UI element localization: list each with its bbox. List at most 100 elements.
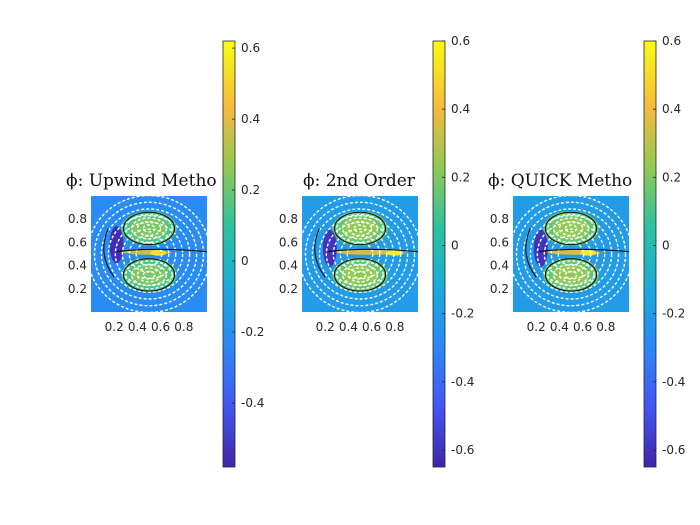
streamline xyxy=(522,208,620,300)
vortex-core xyxy=(341,263,379,286)
streamline xyxy=(346,241,374,267)
panel-2: ϕ: 2nd Order 0.2 0.4 0.6 0.8 0.2 0.4 0.6 0.8 0.6 0… xyxy=(279,34,474,468)
colorbar xyxy=(643,40,657,468)
colorbar-tick-label: -0.6 xyxy=(451,443,474,457)
contour-line xyxy=(525,228,537,278)
streamline xyxy=(304,201,416,307)
streamline xyxy=(547,260,595,290)
streamline xyxy=(353,224,367,233)
colorbar-tick-label: -0.2 xyxy=(662,307,685,321)
y-tick-label: 0.2 xyxy=(279,282,298,296)
contour-line xyxy=(122,211,176,246)
streamline xyxy=(136,220,162,237)
y-tick-label: 0.6 xyxy=(68,235,87,249)
colorbar-tick-label: 0.6 xyxy=(662,34,681,48)
colorbar-tick-label: 0.2 xyxy=(662,170,681,184)
colorbar-tick-label: 0.4 xyxy=(662,102,681,116)
streamline xyxy=(125,213,173,244)
x-tick-label: 0.4 xyxy=(339,320,358,334)
contour-line xyxy=(333,258,387,292)
x-tick-label: 0.8 xyxy=(385,320,404,334)
streamline xyxy=(347,267,373,283)
streamline xyxy=(142,270,156,280)
heatmap-field xyxy=(302,196,418,312)
streamline xyxy=(558,267,584,283)
y-tick-label: 0.8 xyxy=(68,212,87,226)
streamline xyxy=(550,235,592,273)
panel-3: ϕ: QUICK Metho 0.2 0.4 0.6 0.8 0.2 0.4 0.6 0.8 0.… xyxy=(488,34,685,468)
vortex-core xyxy=(552,263,590,286)
x-tick-label: 0.2 xyxy=(527,320,546,334)
x-tick-label: 0.2 xyxy=(316,320,335,334)
colorbar-tick-label: 0.2 xyxy=(241,183,260,197)
streamline xyxy=(336,260,384,290)
streamline xyxy=(136,267,162,283)
streamline xyxy=(552,263,590,287)
colorbar-tick-label: 0 xyxy=(241,254,249,268)
colorbar xyxy=(222,40,236,468)
contour-line xyxy=(544,258,598,292)
colorbar-tick-label: -0.4 xyxy=(451,375,474,389)
colorbar-tick-label: -0.6 xyxy=(662,443,685,457)
streamlines xyxy=(513,196,629,312)
colorbar-tick-label: -0.2 xyxy=(451,307,474,321)
y-tick-label: 0.4 xyxy=(279,259,298,273)
colorbar-tick-label: 0.6 xyxy=(241,41,260,55)
streamline xyxy=(93,201,205,307)
streamline xyxy=(347,220,373,237)
colorbar-tick-label: 0.2 xyxy=(451,170,470,184)
contour-line xyxy=(333,211,387,246)
x-tick-label: 0.6 xyxy=(151,320,170,334)
contour-lines xyxy=(103,211,207,292)
streamline xyxy=(100,208,198,300)
x-tick-label: 0.6 xyxy=(362,320,381,334)
streamlines xyxy=(91,196,207,312)
streamline xyxy=(341,217,379,240)
contour-lines xyxy=(525,211,629,292)
contour-line xyxy=(122,258,176,292)
contour-line xyxy=(544,211,598,246)
streamline xyxy=(547,213,595,244)
colorbar-tick-label: 0 xyxy=(662,238,670,252)
streamline xyxy=(128,235,170,273)
contour-lines xyxy=(314,211,418,292)
colorbar-tick-label: -0.2 xyxy=(241,325,264,339)
streamline xyxy=(353,270,367,280)
y-tick-label: 0.2 xyxy=(490,282,509,296)
heatmap-field xyxy=(513,196,629,312)
x-tick-label: 0.8 xyxy=(174,320,193,334)
streamline xyxy=(336,213,384,244)
x-tick-label: 0.4 xyxy=(128,320,147,334)
streamline xyxy=(564,224,578,233)
streamline xyxy=(515,201,627,307)
y-tick-label: 0.8 xyxy=(279,212,298,226)
contour-line xyxy=(538,248,629,253)
y-tick-label: 0.2 xyxy=(68,282,87,296)
y-tick-label: 0.4 xyxy=(68,259,87,273)
y-tick-label: 0.6 xyxy=(490,235,509,249)
streamline xyxy=(311,208,409,300)
x-tick-label: 0.8 xyxy=(596,320,615,334)
contour-line xyxy=(327,248,418,253)
streamline xyxy=(552,217,590,240)
x-tick-label: 0.2 xyxy=(105,320,124,334)
contour-line xyxy=(116,248,207,253)
streamline xyxy=(558,220,584,237)
peak-region xyxy=(150,249,167,256)
streamline xyxy=(557,241,585,267)
streamline xyxy=(341,263,379,287)
panel-title: ϕ: Upwind Metho xyxy=(66,171,217,191)
streamline xyxy=(130,217,168,240)
colorbar-tick-label: 0.4 xyxy=(241,112,260,126)
colorbar-tick-label: -0.4 xyxy=(662,375,685,389)
colorbar-tick-label: -0.4 xyxy=(241,396,264,410)
vortex-core xyxy=(130,263,168,286)
streamline xyxy=(529,215,613,293)
streamline xyxy=(135,241,163,267)
heatmap-field xyxy=(91,196,207,312)
peak-region xyxy=(386,249,403,256)
y-tick-label: 0.6 xyxy=(279,235,298,249)
x-tick-label: 0.4 xyxy=(550,320,569,334)
streamline xyxy=(125,260,173,290)
